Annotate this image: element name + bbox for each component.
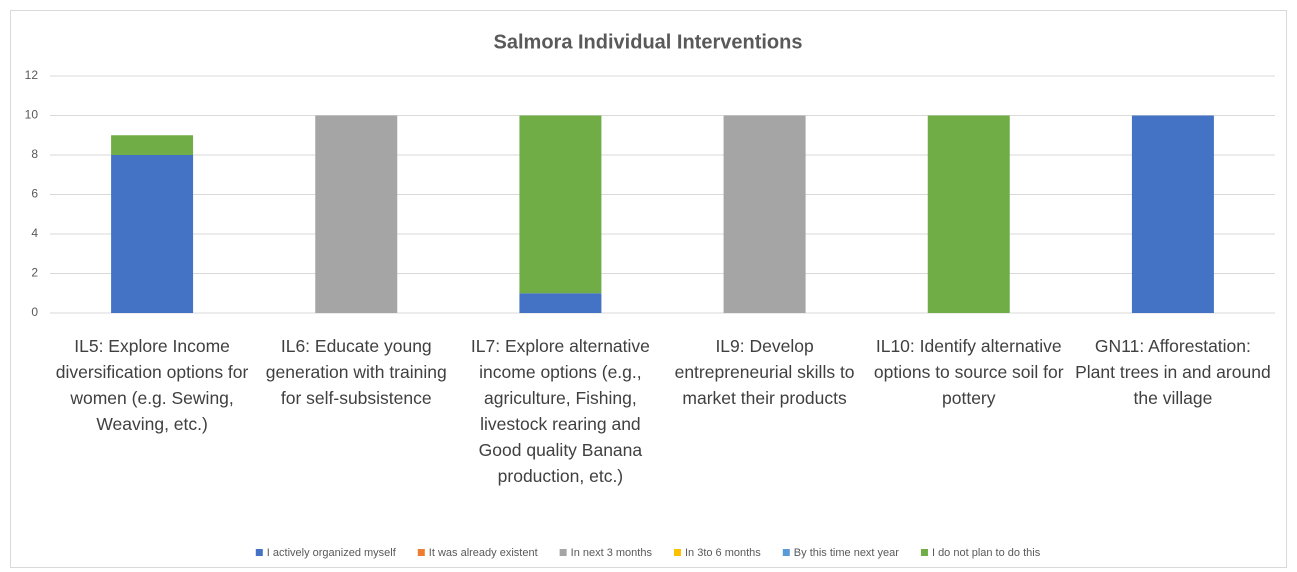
- bar-segment: [723, 115, 806, 313]
- x-tick-label: IL7: Explore alternative income options …: [470, 336, 650, 486]
- legend-label: I actively organized myself: [267, 547, 397, 559]
- y-tick-label: 6: [31, 187, 38, 201]
- bar-segment: [315, 115, 398, 313]
- legend-label: I do not plan to do this: [932, 547, 1041, 559]
- legend-label: In 3to 6 months: [685, 547, 761, 559]
- legend-swatch: [920, 549, 928, 556]
- y-tick-label: 12: [25, 68, 39, 82]
- y-tick-label: 10: [25, 108, 39, 122]
- y-tick-label: 0: [31, 305, 38, 319]
- legend-label: In next 3 months: [571, 547, 653, 559]
- x-tick-label: IL9: Develop entrepreneurial skills to m…: [674, 336, 855, 408]
- bar-segment: [519, 115, 602, 294]
- chart-border: [10, 10, 1287, 568]
- x-tick-label: GN11: Afforestation: Plant trees in and …: [1075, 336, 1271, 408]
- x-tick-label: IL5: Explore Income diversification opti…: [55, 336, 249, 434]
- x-tick-label: IL10: Identify alternative options to so…: [873, 336, 1064, 408]
- bar-segment: [927, 115, 1010, 313]
- legend-swatch: [417, 549, 425, 556]
- legend-label: It was already existent: [429, 547, 538, 559]
- bar-segment: [111, 155, 194, 313]
- legend-label: By this time next year: [794, 547, 899, 559]
- y-tick-label: 8: [31, 147, 38, 161]
- y-tick-label: 2: [31, 266, 38, 280]
- chart-title: Salmora Individual Interventions: [494, 31, 803, 53]
- bar-segment: [111, 135, 194, 155]
- legend-swatch: [559, 549, 567, 556]
- legend-swatch: [782, 549, 790, 556]
- bar-segment: [519, 293, 602, 313]
- y-tick-label: 4: [31, 226, 38, 240]
- bar-segment: [1131, 115, 1214, 313]
- legend-swatch: [673, 549, 681, 556]
- legend-swatch: [255, 549, 263, 556]
- x-tick-label: IL6: Educate young generation with train…: [265, 336, 447, 408]
